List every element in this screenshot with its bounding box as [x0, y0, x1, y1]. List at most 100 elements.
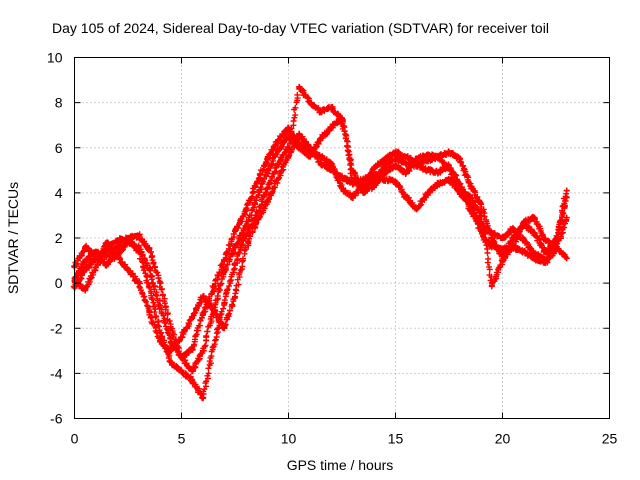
- data-point: [125, 235, 131, 241]
- data-point: [520, 237, 527, 244]
- data-point: [328, 104, 335, 111]
- data-point: [403, 194, 410, 201]
- data-point: [435, 153, 442, 160]
- data-point: [349, 194, 356, 201]
- data-point: [103, 239, 110, 246]
- data-point: [478, 201, 485, 208]
- data-point: [392, 149, 399, 156]
- data-point: [210, 343, 217, 350]
- data-point: [520, 219, 527, 226]
- data-point: [456, 187, 463, 194]
- data-point: [392, 156, 399, 163]
- x-tick-label: 0: [71, 431, 79, 447]
- data-point: [146, 284, 153, 291]
- data-point: [424, 158, 431, 165]
- y-tick-label: 8: [55, 95, 63, 111]
- data-point: [435, 169, 442, 176]
- data-point: [82, 266, 89, 273]
- data-point: [125, 266, 131, 273]
- data-point: [264, 169, 271, 176]
- data-point: [553, 244, 559, 251]
- data-point: [349, 167, 356, 174]
- data-point: [339, 117, 345, 124]
- y-tick-label: 6: [55, 140, 63, 156]
- data-point: [232, 293, 238, 300]
- chart-title: Day 105 of 2024, Sidereal Day-to-day VTE…: [52, 20, 549, 36]
- data-point: [531, 255, 538, 262]
- data-point: [82, 244, 89, 251]
- data-point: [456, 156, 463, 163]
- data-point: [403, 153, 410, 160]
- data-point: [317, 160, 324, 167]
- data-point: [264, 198, 271, 205]
- data-point: [253, 219, 260, 226]
- data-point: [563, 255, 570, 262]
- data-point: [103, 262, 110, 269]
- data-point: [381, 162, 388, 169]
- data-point: [306, 99, 313, 106]
- x-tick-label: 15: [388, 431, 404, 447]
- data-point: [435, 180, 442, 187]
- data-point: [499, 257, 506, 264]
- data-point: [135, 232, 142, 239]
- x-tick-label: 20: [495, 431, 511, 447]
- y-tick-label: 4: [55, 185, 63, 201]
- data-point: [157, 302, 164, 309]
- data-point: [339, 174, 345, 181]
- data-point: [157, 338, 164, 345]
- tick-marks: [74, 57, 610, 419]
- x-tick-label: 25: [602, 431, 618, 447]
- data-point: [296, 131, 303, 138]
- data-point: [103, 253, 110, 260]
- data-point: [392, 178, 399, 185]
- data-point: [488, 282, 495, 289]
- data-point: [542, 259, 549, 266]
- data-point: [371, 183, 378, 190]
- data-point: [82, 257, 89, 264]
- data-point: [285, 144, 292, 151]
- data-point: [274, 137, 281, 144]
- data-point: [467, 183, 474, 190]
- data-point: [114, 253, 121, 260]
- data-point: [510, 225, 517, 232]
- data-point: [328, 160, 335, 167]
- data-point: [189, 313, 196, 320]
- data-point: [392, 162, 399, 169]
- grid: [74, 57, 610, 419]
- y-tick-label: 2: [55, 230, 63, 246]
- data-point: [339, 185, 345, 192]
- data-point: [531, 230, 538, 237]
- data-point: [178, 354, 185, 361]
- data-point: [178, 368, 185, 375]
- data-point: [135, 280, 142, 287]
- data-point: [221, 300, 228, 307]
- data-point: [285, 124, 292, 131]
- data-point: [478, 228, 485, 235]
- data-point: [563, 187, 570, 194]
- data-point: [157, 280, 164, 287]
- data-point: [403, 160, 410, 167]
- y-tick-labels: -6 -4 -2 0 2 4 6 8 10: [47, 50, 63, 427]
- data-point: [232, 262, 238, 269]
- data-point: [446, 165, 452, 172]
- data-point: [189, 377, 196, 384]
- data-point: [531, 214, 538, 221]
- data-point: [199, 395, 206, 402]
- data-point: [360, 176, 367, 183]
- data-point: [274, 160, 281, 167]
- data-point: [424, 189, 431, 196]
- data-point: [253, 194, 260, 201]
- data-point: [210, 284, 217, 291]
- data-point: [488, 235, 495, 241]
- data-point: [371, 165, 378, 172]
- data-point: [221, 257, 228, 264]
- data-point: [381, 156, 388, 163]
- series-track-3: [70, 83, 570, 402]
- data-point: [210, 307, 217, 314]
- data-point: [253, 180, 260, 187]
- data-point: [285, 153, 292, 160]
- data-point: [146, 266, 153, 273]
- data-point: [467, 194, 474, 201]
- y-tick-label: -4: [50, 365, 63, 381]
